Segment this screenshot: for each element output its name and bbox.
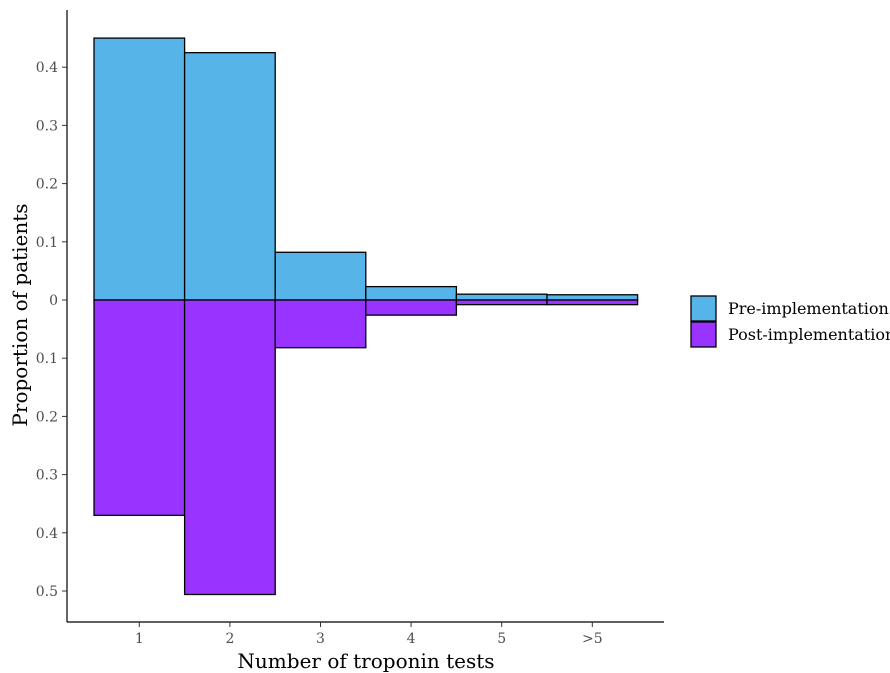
pre-implementation-bar-6 [546, 294, 639, 301]
y-tick-label: 0.2 [36, 409, 58, 425]
x-tick-label: >5 [582, 631, 603, 647]
x-tick-label: 2 [225, 631, 234, 647]
y-tick-label: 0.2 [36, 177, 58, 193]
y-axis-ticks: 0.4 0.3 0.2 0.1 0 0.1 0.2 0.3 0.4 0.5 [36, 60, 67, 600]
post-implementation-bar-5 [455, 299, 548, 306]
x-tick-label: 1 [135, 631, 144, 647]
legend-label-pre: Pre-implementation [728, 299, 889, 318]
pre-implementation-bar-5 [455, 293, 548, 301]
pre-implementation-bar-4 [365, 285, 458, 301]
x-axis-title: Number of troponin tests [237, 649, 494, 673]
y-tick-label: 0.3 [36, 468, 58, 484]
y-tick-label: 0.3 [36, 118, 58, 134]
legend-swatch-pre [690, 295, 717, 322]
post-implementation-bar-4 [365, 299, 458, 316]
post-implementation-bar-1 [93, 299, 186, 516]
x-tick-label: 3 [316, 631, 325, 647]
pre-implementation-bar-2 [183, 52, 276, 301]
post-implementation-bar-2 [183, 299, 276, 596]
y-tick-label: 0 [49, 293, 58, 309]
post-implementation-bar-6 [546, 299, 639, 306]
x-tick-label: 4 [407, 631, 416, 647]
y-tick-label: 0.4 [36, 526, 58, 542]
legend-swatch-post [690, 321, 717, 348]
x-axis-ticks: 1 2 3 4 5 >5 [135, 622, 603, 647]
pre-implementation-bar-1 [93, 37, 186, 301]
x-tick-label: 5 [497, 631, 506, 647]
y-tick-label: 0.1 [36, 235, 58, 251]
y-tick-label: 0.4 [36, 60, 58, 76]
post-implementation-bar-3 [274, 299, 367, 349]
pre-implementation-bar-3 [274, 251, 367, 301]
bars-layer [93, 37, 639, 596]
y-axis-title: Proportion of patients [8, 203, 32, 426]
legend-label-post: Post-implementation [728, 325, 890, 344]
y-tick-label: 0.1 [36, 351, 58, 367]
legend: Pre-implementation Post-implementation [690, 295, 890, 348]
y-tick-label: 0.5 [36, 584, 58, 600]
